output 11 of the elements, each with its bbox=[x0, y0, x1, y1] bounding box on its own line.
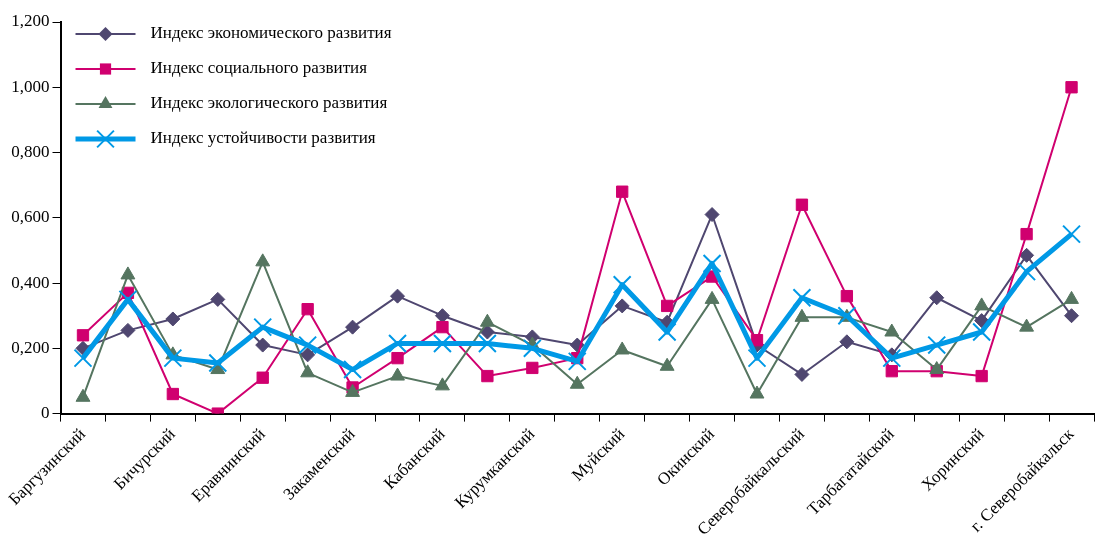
y-tick-label: 0,600 bbox=[11, 207, 50, 227]
legend-label: Индекс устойчивости развития bbox=[150, 128, 376, 148]
y-tick-label: 1,200 bbox=[11, 11, 50, 31]
y-tick-label: 1,000 bbox=[11, 76, 50, 96]
legend-label: Индекс социального развития bbox=[150, 58, 368, 78]
legend-label: Индекс экономического развития bbox=[150, 23, 392, 43]
y-tick-label: 0,800 bbox=[11, 142, 50, 161]
y-tick-label: 0,400 bbox=[11, 272, 50, 292]
legend-label: Индекс экологического развития bbox=[150, 93, 388, 113]
y-tick-label: 0 bbox=[41, 403, 50, 423]
y-tick-label: 0,200 bbox=[11, 337, 50, 357]
